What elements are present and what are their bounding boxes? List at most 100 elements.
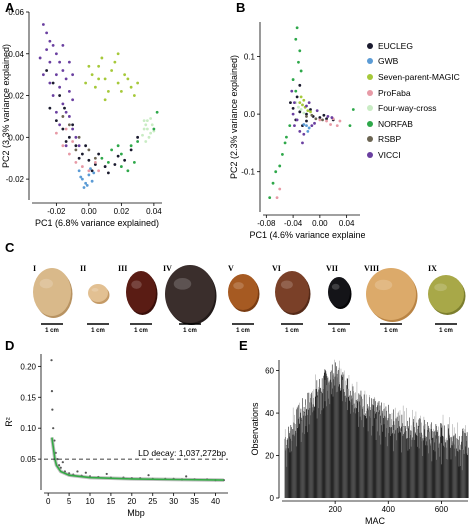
histogram-bar [367, 404, 368, 498]
histogram-bar [464, 429, 466, 498]
histogram-bar [443, 445, 445, 498]
histogram-bar [377, 405, 378, 498]
histogram-bar [341, 375, 343, 498]
histogram-bar [299, 423, 300, 498]
histogram-bar [398, 426, 400, 498]
histogram-bar [447, 424, 449, 498]
histogram-bar [333, 373, 335, 498]
histogram-bar [415, 435, 417, 498]
histogram-bar [329, 379, 331, 498]
legend: EUCLEG GWB Seven-parent-MAGIC ProFaba Four-w… [367, 38, 474, 163]
seed-highlight [331, 283, 340, 290]
histogram-bar [389, 414, 391, 498]
data-point [274, 170, 278, 174]
data-point [149, 117, 153, 120]
histogram-bar [364, 416, 366, 498]
seed-image [88, 284, 108, 302]
histogram-bar [337, 386, 339, 498]
data-point [54, 73, 58, 77]
histogram-bar [289, 436, 291, 498]
histogram-bar [386, 428, 388, 498]
seed-highlight [233, 282, 244, 290]
histogram-bar [385, 406, 387, 498]
data-point [48, 106, 52, 110]
data-point [79, 175, 83, 179]
data-point [93, 163, 97, 166]
seed-image [428, 275, 464, 313]
histogram-bar [463, 449, 464, 498]
data-point [106, 171, 110, 175]
histogram-bar [308, 409, 309, 498]
data-point [307, 101, 311, 105]
data-point [294, 89, 298, 93]
data-point [145, 119, 149, 123]
data-point [298, 83, 302, 87]
data-point [51, 81, 55, 85]
histogram-bar [416, 428, 418, 498]
histogram-bar [449, 435, 450, 498]
x-tick-label: 40 [211, 497, 220, 506]
data-point [306, 109, 310, 113]
histogram-bar [407, 420, 409, 498]
histogram-bar [427, 429, 429, 498]
data-point [291, 106, 295, 110]
histogram-bar [429, 439, 430, 498]
histogram-bar [352, 398, 353, 498]
histogram-bar [339, 390, 341, 498]
histogram-bar [405, 430, 407, 498]
seed-image [126, 271, 156, 313]
legend-item: VICCI [367, 147, 474, 163]
y-tick-label: 0.1 [244, 53, 256, 62]
data-point [106, 161, 110, 164]
histogram-bar [399, 432, 401, 498]
histogram-bar [450, 437, 452, 498]
histogram-bar [358, 393, 360, 498]
histogram-bar [438, 435, 439, 498]
histogram-bar [296, 407, 298, 498]
legend-swatch [367, 42, 373, 49]
histogram-bar [314, 406, 316, 498]
histogram-bar [287, 448, 289, 498]
histogram-bar [378, 412, 379, 498]
data-point [290, 89, 294, 93]
histogram-bar [436, 431, 438, 498]
x-tick-label: 20 [127, 497, 136, 506]
scale-bar-label: 1 cm [45, 328, 59, 334]
histogram-bar [409, 438, 411, 498]
x-axis-title: PC1 (4.6% variance explained) [249, 230, 365, 240]
data-point [77, 169, 81, 173]
data-point [64, 144, 68, 148]
data-point [92, 171, 96, 175]
data-point [61, 115, 65, 118]
histogram-bar [403, 425, 405, 498]
data-point [338, 119, 342, 123]
histogram-bar [414, 427, 415, 498]
histogram-bar [377, 402, 379, 498]
data-point [152, 129, 156, 133]
data-point [278, 187, 282, 191]
data-point [74, 135, 78, 139]
histogram-bar [321, 391, 322, 498]
histogram-bar [373, 405, 375, 498]
data-point [48, 39, 52, 43]
data-point [97, 169, 101, 173]
histogram-bar [452, 441, 453, 498]
histogram-bar [368, 410, 369, 498]
data-point [305, 112, 308, 116]
x-tick-label: 400 [382, 505, 396, 514]
histogram-bar [317, 391, 319, 498]
legend-label: GWB [378, 56, 399, 67]
data-point [97, 64, 101, 68]
histogram-bar [320, 391, 322, 498]
data-point [61, 127, 65, 131]
histogram-bar [364, 415, 365, 498]
histogram-bar [399, 415, 401, 498]
histogram-bar [356, 408, 357, 498]
histogram-bar [420, 422, 422, 498]
data-point [41, 73, 45, 77]
histogram-bar [406, 438, 408, 498]
data-point [309, 110, 312, 114]
histogram-bar [441, 435, 443, 498]
histogram-bar [380, 425, 382, 498]
histogram-bar [380, 415, 381, 498]
